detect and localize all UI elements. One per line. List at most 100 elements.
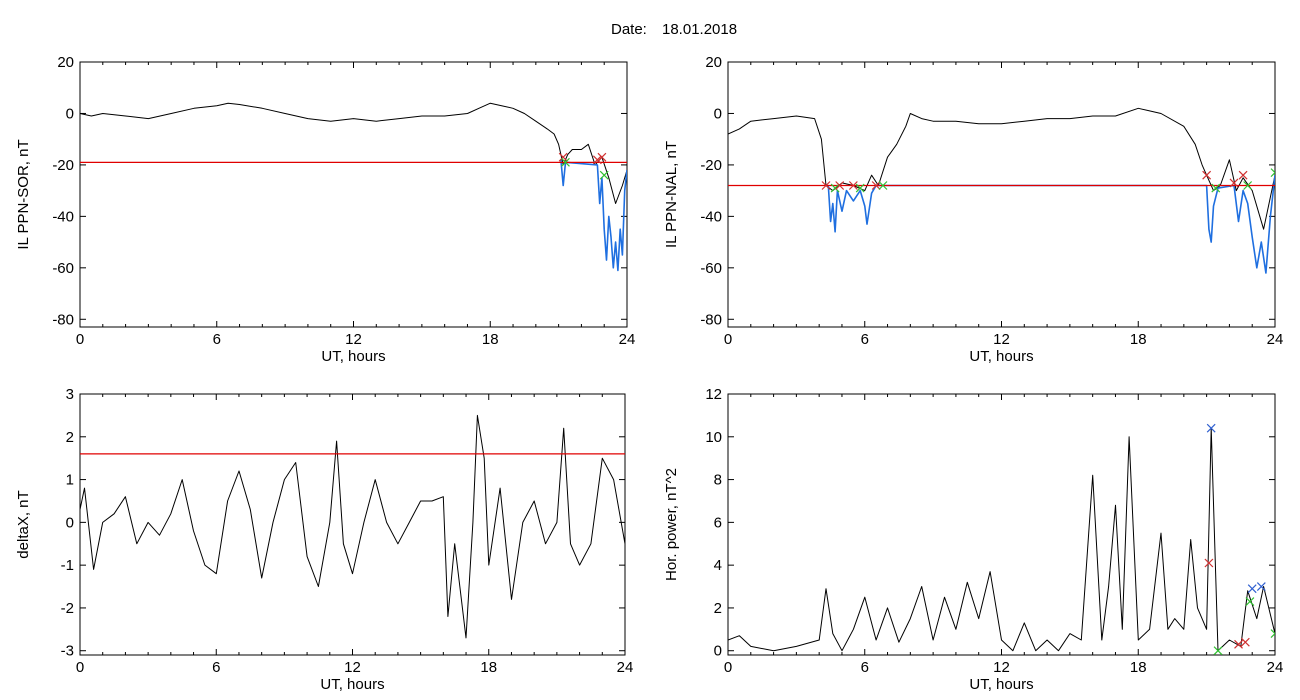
plot-area (728, 423, 1275, 655)
event-marker (1247, 584, 1257, 594)
trace-line (728, 107, 1275, 230)
x-axis-label: UT, hours (969, 348, 1033, 365)
y-axis-label: IL PPN-NAL, nT (663, 141, 680, 248)
event-marker (597, 152, 607, 162)
trace-line (80, 414, 625, 639)
x-tick-label: 12 (345, 331, 362, 348)
x-tick-label: 6 (212, 659, 220, 676)
y-tick-label: 0 (714, 105, 722, 122)
x-ticks: 0 6 12 18 24 (724, 394, 1284, 676)
y-tick-label: -40 (700, 208, 722, 225)
x-tick-label: 18 (1130, 659, 1147, 676)
plot-frame (727, 393, 1276, 656)
y-tick-label: -20 (700, 157, 722, 174)
storm-segment-line (827, 175, 1275, 274)
event-marker (558, 152, 568, 162)
event-marker (561, 157, 570, 167)
x-tick-label: 6 (213, 331, 221, 348)
x-tick-label: 6 (861, 659, 869, 676)
y-tick-label: 6 (714, 514, 722, 531)
x-ticks: 0 6 12 18 24 (76, 62, 636, 348)
y-tick-label: -60 (52, 260, 74, 277)
y-tick-label: 0 (66, 105, 74, 122)
y-ticks: 12 10 8 6 4 2 0 (705, 386, 1275, 660)
x-tick-label: 12 (993, 659, 1010, 676)
event-marker (848, 181, 858, 190)
y-ticks: 3 2 1 0 -1 -2 -3 (61, 386, 625, 660)
panel-3: 0 6 12 18 24 3 2 1 0 -1 -2 -3 UT, hours deltaX, nT (15, 386, 633, 693)
date-label: Date: (611, 21, 647, 38)
x-tick-label: 24 (1267, 331, 1284, 348)
x-tick-label: 12 (344, 659, 361, 676)
plot-frame (79, 61, 628, 328)
event-marker (1245, 597, 1255, 606)
event-marker (1206, 423, 1216, 433)
plot-frame (79, 393, 626, 656)
plot-frame (727, 61, 1276, 328)
y-tick-label: 2 (714, 600, 722, 617)
event-marker (1204, 558, 1214, 568)
y-ticks: 20 0 -20 -40 -60 -80 (700, 54, 1275, 328)
y-tick-label: 4 (714, 557, 722, 574)
y-tick-label: -80 (52, 311, 74, 328)
event-marker (1202, 170, 1212, 180)
x-ticks: 0 6 12 18 24 (724, 62, 1284, 348)
y-tick-label: 0 (714, 643, 722, 660)
date-value: 18.01.2018 (662, 21, 737, 38)
y-tick-label: 3 (66, 386, 74, 403)
y-tick-label: 1 (66, 472, 74, 489)
x-tick-label: 0 (724, 331, 732, 348)
y-axis-label: Hor. power, nT^2 (663, 468, 680, 581)
event-marker (871, 181, 881, 190)
x-tick-label: 18 (1130, 331, 1147, 348)
x-tick-label: 0 (76, 659, 84, 676)
x-axis-label: UT, hours (969, 676, 1033, 693)
event-marker (1211, 183, 1221, 193)
event-marker (1238, 170, 1248, 180)
event-marker (830, 183, 840, 193)
panel-1: 0 6 12 18 24 20 0 -20 -40 -60 -80 UT, hours IL PPN-S… (15, 54, 635, 365)
y-tick-label: 10 (705, 429, 722, 446)
y-tick-label: -2 (61, 600, 74, 617)
event-marker (1270, 629, 1275, 639)
y-ticks: 20 0 -20 -40 -60 -80 (52, 54, 627, 328)
event-marker (1243, 181, 1253, 190)
y-axis-label: IL PPN-SOR, nT (15, 139, 32, 249)
x-axis-label: UT, hours (321, 348, 385, 365)
y-tick-label: -60 (700, 260, 722, 277)
x-tick-label: 24 (617, 659, 634, 676)
x-tick-label: 6 (861, 331, 869, 348)
y-tick-label: -20 (52, 157, 74, 174)
plot-area (728, 107, 1275, 274)
x-tick-label: 18 (480, 659, 497, 676)
x-tick-label: 24 (619, 331, 636, 348)
y-tick-label: 2 (66, 429, 74, 446)
y-tick-label: -80 (700, 311, 722, 328)
x-tick-label: 0 (76, 331, 84, 348)
y-tick-label: 0 (66, 514, 74, 531)
x-tick-label: 18 (482, 331, 499, 348)
event-marker (1240, 637, 1250, 647)
event-marker (1234, 639, 1243, 649)
panel-2: 0 6 12 18 24 20 0 -20 -40 -60 -80 UT, hours IL PPN-N… (663, 54, 1283, 365)
event-marker (1270, 168, 1275, 178)
y-tick-label: 12 (705, 386, 722, 403)
x-axis-label: UT, hours (320, 676, 384, 693)
x-tick-label: 0 (724, 659, 732, 676)
plot-area (80, 102, 627, 272)
event-marker (835, 181, 845, 190)
x-tick-label: 24 (1267, 659, 1284, 676)
x-tick-label: 12 (993, 331, 1010, 348)
y-tick-label: 20 (705, 54, 722, 71)
y-tick-label: -1 (61, 557, 74, 574)
event-marker (855, 183, 865, 193)
event-marker (821, 181, 831, 190)
trace-line (80, 102, 627, 204)
y-tick-label: 8 (714, 472, 722, 489)
storm-segment-line (560, 159, 627, 272)
event-marker (599, 170, 609, 180)
event-marker (1256, 582, 1266, 591)
y-axis-label: deltaX, nT (15, 490, 32, 558)
event-marker (878, 181, 888, 190)
